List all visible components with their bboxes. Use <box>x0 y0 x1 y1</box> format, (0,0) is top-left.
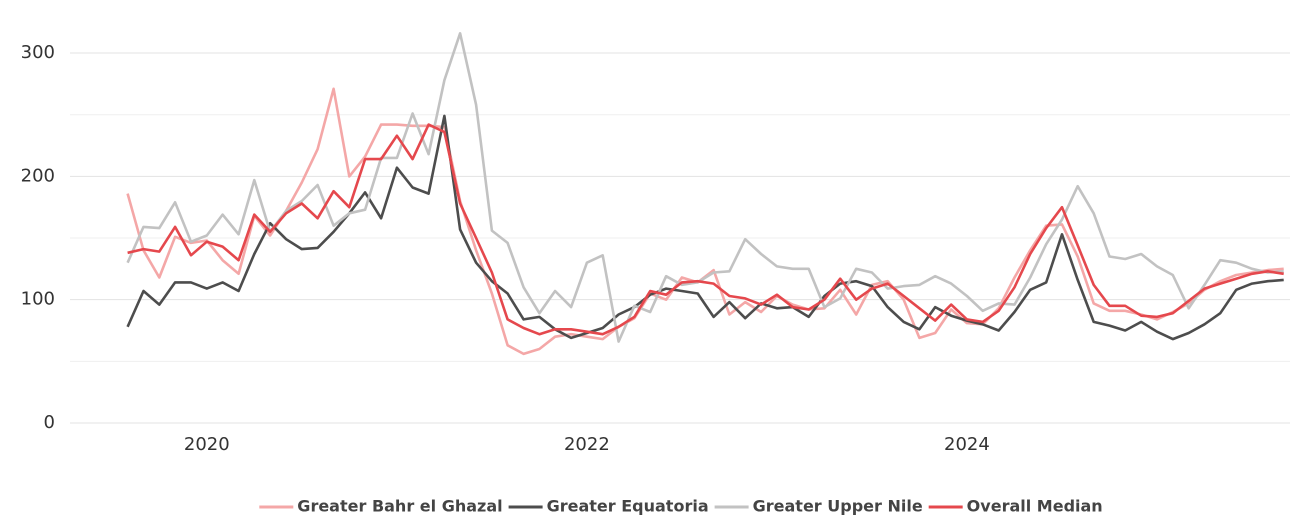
y-tick-label: 100 <box>21 289 55 310</box>
series-line <box>127 123 1284 336</box>
x-tick-label: 2020 <box>184 434 230 455</box>
y-tick-label: 200 <box>21 165 55 186</box>
series-line <box>126 114 1284 341</box>
x-tick-label: 2022 <box>564 434 610 455</box>
x-tick-label: 2024 <box>944 434 990 455</box>
series-line <box>126 87 1284 356</box>
legend-label: Greater Equatoria <box>547 497 709 516</box>
legend: Greater Bahr el Ghazal Greater Equatoria G… <box>259 497 1103 516</box>
legend-label: Greater Bahr el Ghazal <box>297 497 502 516</box>
legend-label: Overall Median <box>967 497 1103 516</box>
series-line <box>126 31 1284 343</box>
y-tick-label: 300 <box>21 42 55 63</box>
legend-label: Greater Upper Nile <box>753 497 923 516</box>
y-tick-label: 0 <box>44 412 55 433</box>
